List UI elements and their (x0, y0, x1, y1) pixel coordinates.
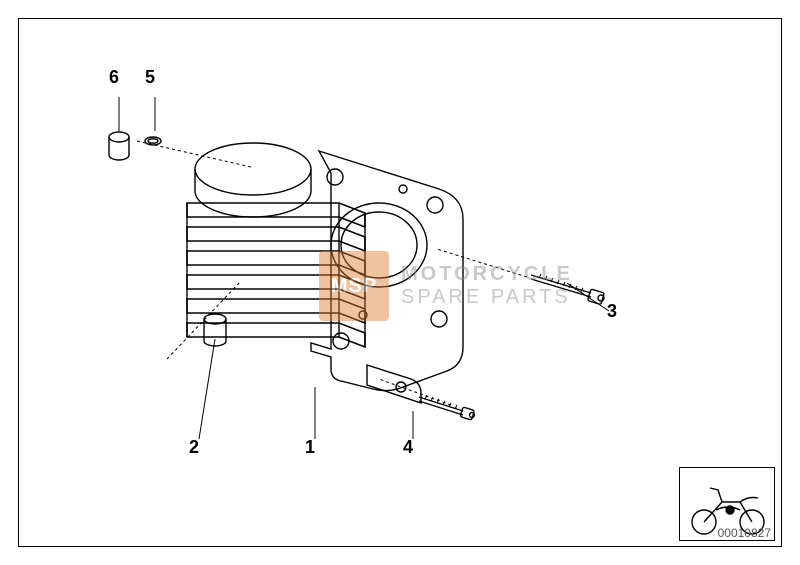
callout-1: 1 (305, 437, 315, 458)
leader-lines (19, 19, 783, 548)
callout-4: 4 (403, 437, 413, 458)
diagram-frame: 123456 00010827 MSP MOTORCYCLE SPARE PAR… (18, 18, 782, 547)
callout-5: 5 (145, 67, 155, 88)
callout-2: 2 (189, 437, 199, 458)
callout-3: 3 (607, 301, 617, 322)
diagram-part-id: 00010827 (718, 526, 771, 540)
callout-6: 6 (109, 67, 119, 88)
